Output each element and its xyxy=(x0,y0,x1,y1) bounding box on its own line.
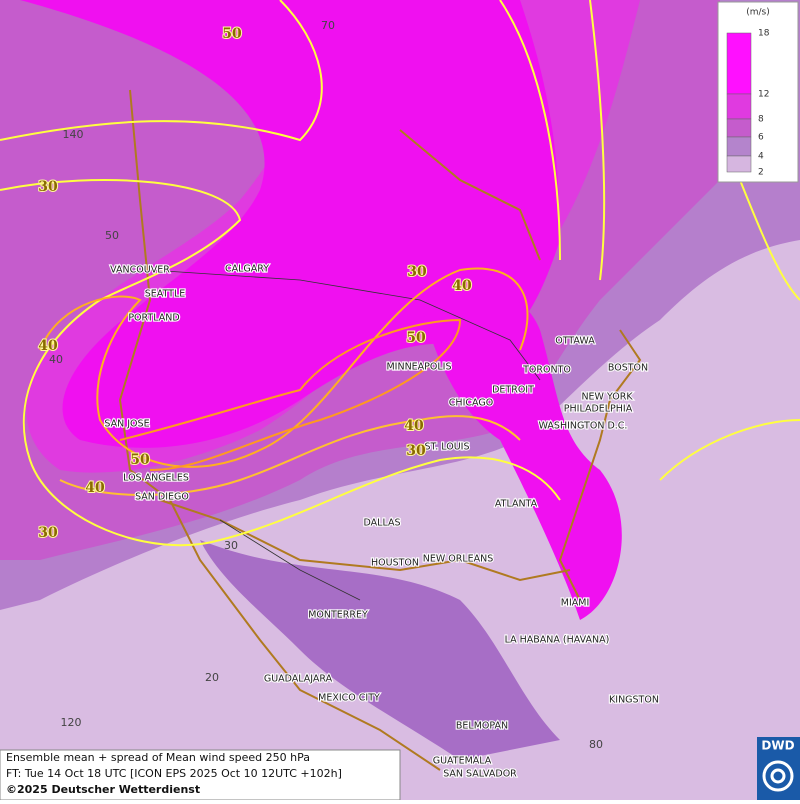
legend-unit: (m/s) xyxy=(746,8,770,18)
contour-line xyxy=(59,415,521,496)
contour-label: 40 xyxy=(85,480,105,496)
contour-label: 30 xyxy=(38,525,58,541)
grid-label: 30 xyxy=(224,539,238,552)
city-label: DETROIT xyxy=(492,385,534,396)
legend-label: 6 xyxy=(758,133,764,143)
city-label: PORTLAND xyxy=(128,313,179,324)
grid-label: 80 xyxy=(589,738,603,751)
city-label: KINGSTON xyxy=(609,695,659,706)
legend-label: 12 xyxy=(758,90,769,100)
legend-swatch xyxy=(726,118,752,138)
legend: (m/s) 18 12 8 6 4 2 xyxy=(717,1,799,183)
grid-labels: 70 140 50 40 30 20 120 80 xyxy=(49,19,603,751)
contour-label: 40 xyxy=(452,278,472,294)
footer-title: Ensemble mean + spread of Mean wind spee… xyxy=(6,751,310,764)
grid-label: 120 xyxy=(61,716,82,729)
city-label: DALLAS xyxy=(364,518,401,529)
city-label: ST. LOUIS xyxy=(425,442,470,453)
city-label: MIAMI xyxy=(561,598,590,609)
city-label: GUATEMALA xyxy=(433,756,492,767)
contour-label: 40 xyxy=(38,338,58,354)
city-labels: VANCOUVER CALGARY SEATTLE PORTLAND MINNEAPOL… xyxy=(103,262,660,780)
grid-label: 140 xyxy=(63,128,84,141)
city-label: WASHINGTON D.C. xyxy=(539,421,628,432)
city-label: MONTERREY xyxy=(308,610,368,621)
city-label: OTTAWA xyxy=(555,336,595,347)
city-label: PHILADELPHIA xyxy=(564,404,633,415)
jet-east xyxy=(420,287,622,620)
grid-label: 50 xyxy=(105,229,119,242)
city-label: BELMOPAN xyxy=(456,721,508,732)
border xyxy=(149,269,541,601)
grid-label: 70 xyxy=(321,19,335,32)
city-label: MEXICO CITY xyxy=(318,693,380,704)
legend-label: 2 xyxy=(758,168,764,178)
city-label: SAN DIEGO xyxy=(135,492,189,503)
contour-line xyxy=(119,318,462,471)
contour-label: 50 xyxy=(130,452,150,468)
coastline xyxy=(118,89,642,771)
legend-label: 4 xyxy=(758,152,764,162)
city-label: CALGARY xyxy=(225,264,269,275)
logo-text: DWD xyxy=(761,739,794,753)
city-label: SAN JOSE xyxy=(104,419,149,430)
contour-line xyxy=(499,0,800,481)
footer-copyright: ©2025 Deutscher Wetterdienst xyxy=(6,783,200,796)
legend-swatch xyxy=(726,32,752,95)
contour-label: 30 xyxy=(406,443,426,459)
city-label: VANCOUVER xyxy=(110,265,170,276)
city-label: HOUSTON xyxy=(371,558,419,569)
city-label: BOSTON xyxy=(608,363,648,374)
grid-label: 40 xyxy=(49,353,63,366)
legend-label: 8 xyxy=(758,115,764,125)
contour-label: 50 xyxy=(222,26,242,42)
city-label: TORONTO xyxy=(522,365,571,376)
city-label: MINNEAPOLIS xyxy=(386,362,451,373)
city-label: ATLANTA xyxy=(495,499,538,510)
grid-label: 20 xyxy=(205,671,219,684)
jet-core xyxy=(20,0,560,448)
city-label: LA HABANA (HAVANA) xyxy=(505,635,610,646)
city-label: NEW ORLEANS xyxy=(423,554,494,565)
legend-label: 18 xyxy=(758,29,770,39)
city-label: LOS ANGELES xyxy=(123,473,189,484)
city-label: SEATTLE xyxy=(145,289,186,300)
logo-icon xyxy=(770,768,786,784)
legend-swatch xyxy=(726,155,752,173)
legend-swatch xyxy=(726,93,752,120)
contour-line xyxy=(39,267,529,468)
contour-line xyxy=(0,0,323,142)
logo-icon xyxy=(762,760,794,792)
city-label: CHICAGO xyxy=(449,398,493,409)
legend-swatch xyxy=(726,136,752,157)
city-label: SAN SALVADOR xyxy=(443,769,517,780)
city-label: NEW YORK xyxy=(581,392,633,403)
contour-label: 30 xyxy=(407,264,427,280)
contour-label: 50 xyxy=(406,330,426,346)
contour-line xyxy=(0,179,561,547)
contour-label: 40 xyxy=(404,418,424,434)
field-south xyxy=(200,540,560,760)
city-label: GUADALAJARA xyxy=(264,674,333,685)
contour-label: 30 xyxy=(38,179,58,195)
footer-time: FT: Tue 14 Oct 18 UTC [ICON EPS 2025 Oct… xyxy=(6,767,342,780)
contours xyxy=(0,0,800,547)
